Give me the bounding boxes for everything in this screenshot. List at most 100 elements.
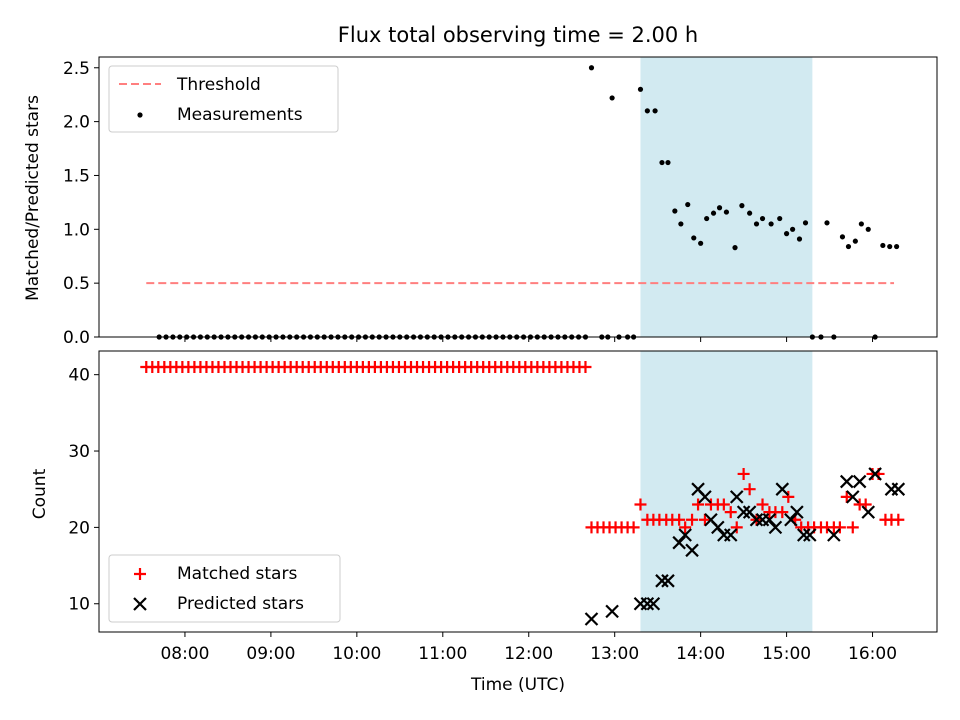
- measurement-point: [894, 243, 900, 250]
- predicted-star-point: [698, 490, 712, 504]
- predicted-star-point: [736, 505, 751, 519]
- x-tick-label: 11:00: [418, 644, 467, 664]
- measurement-point: [665, 159, 671, 166]
- legend-matched-label: Matched stars: [177, 564, 297, 584]
- measurement-point: [659, 159, 665, 166]
- predicted-star-point: [729, 490, 744, 504]
- predicted-star-point: [803, 528, 817, 542]
- predicted-star-point: [797, 528, 811, 542]
- matched-star-point: [730, 521, 743, 534]
- predicted-star-point: [605, 604, 619, 619]
- matched-star-point: [724, 506, 737, 519]
- measurement-point: [644, 108, 650, 114]
- matched-star-point: [673, 513, 686, 526]
- measurement-point: [747, 210, 753, 216]
- predicted-star-point: [784, 512, 798, 527]
- predicted-star-point: [655, 574, 669, 588]
- predicted-star-point: [678, 528, 692, 542]
- measurement-point: [880, 242, 886, 249]
- bottom-legend-box: [108, 554, 341, 623]
- observing-window-band: [640, 351, 813, 632]
- measurement-point: [678, 221, 684, 227]
- x-axis-label: Time (UTC): [470, 675, 565, 695]
- matched-star-point: [692, 498, 705, 511]
- measurement-point: [704, 215, 710, 222]
- predicted-star-point: [768, 520, 783, 535]
- measurement-point: [839, 234, 846, 240]
- x-tick-label: 14:00: [676, 644, 725, 664]
- predicted-star-point: [584, 612, 599, 626]
- measurement-point: [753, 221, 760, 227]
- measurement-point: [698, 240, 704, 246]
- x-tick-label: 12:00: [504, 644, 553, 664]
- matched-star-point: [679, 521, 692, 534]
- predicted-star-point: [868, 467, 882, 481]
- y-tick-label: 1.5: [63, 166, 90, 186]
- measurement-point: [824, 220, 830, 226]
- legend-predicted-label: Predicted stars: [177, 594, 304, 614]
- matched-star-point: [840, 490, 853, 503]
- legend-measurements-label: Measurements: [177, 105, 303, 125]
- measurement-point: [685, 201, 691, 208]
- legend-threshold-label: Threshold: [176, 75, 261, 95]
- predicted-star-point: [711, 520, 725, 535]
- measurement-point: [865, 226, 871, 232]
- top-legend-box: [108, 65, 339, 133]
- predicted-star-point: [861, 505, 876, 519]
- predicted-star-point: [762, 512, 777, 527]
- y-tick-label: 2.0: [63, 113, 90, 133]
- x-tick-label: 16:00: [848, 644, 897, 664]
- measurement-point: [739, 203, 745, 209]
- predicted-star-point: [891, 482, 906, 496]
- measurement-point: [845, 243, 852, 250]
- measurement-point: [783, 231, 790, 237]
- measurement-point: [652, 108, 658, 114]
- top-y-axis-label: Matched/Predicted stars: [23, 95, 43, 301]
- x-tick-label: 10:00: [332, 644, 381, 664]
- top-axes-frame: [98, 56, 938, 338]
- measurement-point: [716, 205, 723, 211]
- measurement-point: [691, 235, 697, 241]
- y-tick-label: 40: [68, 366, 90, 386]
- legend-measurements-swatch: [137, 112, 143, 118]
- legend-predicted-swatch: [133, 597, 147, 611]
- matched-star-point: [737, 467, 750, 480]
- predicted-star-point: [640, 596, 655, 611]
- bottom-y-axis-label: Count: [30, 468, 50, 519]
- measurement-point: [777, 215, 783, 222]
- predicted-star-point: [790, 505, 804, 519]
- measurement-point: [637, 86, 644, 92]
- predicted-star-point: [775, 482, 790, 496]
- matched-star-point: [698, 513, 711, 526]
- measurement-point: [790, 226, 796, 232]
- x-tick-label: 15:00: [762, 644, 811, 664]
- measurement-point: [732, 245, 738, 251]
- matched-star-point: [892, 513, 905, 526]
- measurement-point: [759, 215, 766, 222]
- predicted-star-point: [685, 543, 699, 558]
- matched-star-point: [756, 498, 769, 511]
- predicted-star-point: [646, 596, 661, 611]
- measurement-point: [852, 238, 858, 244]
- predicted-star-point: [661, 574, 675, 588]
- bottom-panel: 10 20 30 40 08:00 09:00 10:00 11:00 12:00 13:00 14…: [68, 350, 938, 664]
- measurement-point: [672, 208, 678, 214]
- matched-star-point: [833, 521, 846, 534]
- measurement-point: [887, 243, 893, 250]
- predicted-star-point: [723, 528, 738, 542]
- y-tick-label: 1.0: [63, 220, 90, 240]
- matched-star-point: [579, 361, 592, 374]
- predicted-star-point: [827, 528, 841, 542]
- measurement-point: [802, 220, 809, 226]
- predicted-star-point: [852, 474, 867, 489]
- x-tick-label: 08:00: [160, 644, 209, 664]
- y-tick-label: 10: [68, 595, 90, 615]
- bottom-legend: Matched stars Predicted stars: [108, 554, 341, 623]
- y-tick-label: 20: [68, 518, 90, 538]
- measurement-point: [858, 221, 864, 227]
- measurement-point: [768, 221, 774, 227]
- matched-star-point: [686, 513, 699, 526]
- predicted-star-point: [749, 512, 764, 527]
- x-tick-label: 09:00: [246, 644, 295, 664]
